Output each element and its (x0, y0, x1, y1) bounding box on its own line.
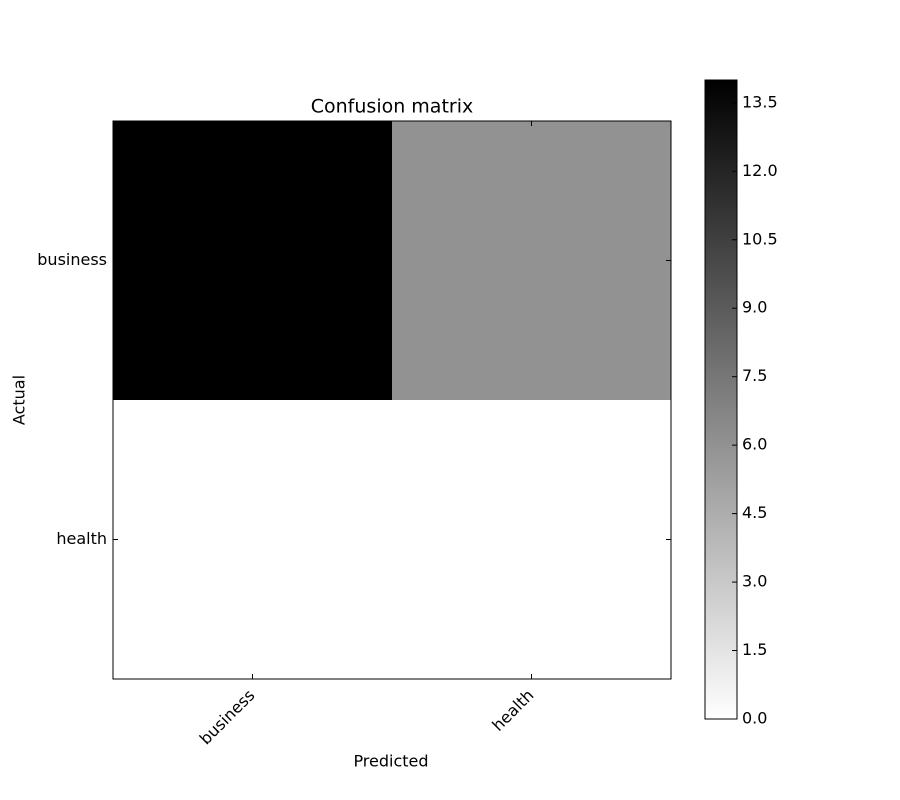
colorbar-tick-label: 4.5 (742, 503, 767, 522)
heatmap-cell (392, 400, 671, 679)
heatmap-cell (392, 121, 671, 400)
x-tick-label: health (488, 686, 537, 735)
plot-frame (112, 120, 672, 680)
colorbar-tick-label: 10.5 (742, 229, 778, 248)
colorbar-tick-label: 7.5 (742, 366, 767, 385)
colorbar-tick-label: 3.0 (742, 572, 767, 591)
y-tick-label: business (37, 250, 107, 269)
colorbar-tick-label: 9.0 (742, 298, 767, 317)
chart-title: Confusion matrix (311, 96, 473, 118)
colorbar-tick-label: 6.0 (742, 435, 767, 454)
x-axis-label: Predicted (353, 752, 428, 771)
colorbar-tick-label: 13.5 (742, 92, 778, 111)
heatmap-cell (113, 400, 392, 679)
x-tick-label: business (196, 686, 259, 749)
colorbar (704, 79, 738, 720)
colorbar-tick-label: 0.0 (742, 709, 767, 728)
colorbar-tick-label: 1.5 (742, 640, 767, 659)
y-axis-label: Actual (10, 375, 29, 425)
heatmap-cell (113, 121, 392, 400)
y-tick-label: health (56, 529, 107, 548)
colorbar-tick-label: 12.0 (742, 161, 778, 180)
